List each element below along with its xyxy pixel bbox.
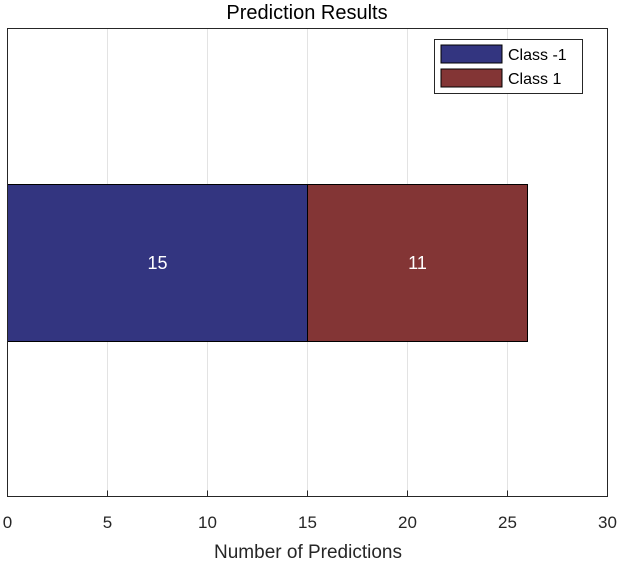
- legend: Class -1 Class 1: [434, 39, 583, 94]
- legend-swatch-0: [440, 44, 503, 64]
- x-tick-label-1: 5: [103, 513, 112, 532]
- legend-label-0: Class -1: [508, 47, 567, 64]
- x-axis-label: Number of Predictions: [214, 542, 402, 562]
- legend-label-1: Class 1: [508, 71, 561, 88]
- x-tick-label-0: 0: [3, 513, 12, 532]
- x-tick-label-5: 25: [498, 513, 517, 532]
- bar-value-label-class-neg1: 15: [147, 253, 167, 273]
- bars: 15 11: [7, 184, 528, 342]
- bar-value-label-class-1: 11: [408, 253, 427, 273]
- bar-class-1: [307, 184, 528, 342]
- legend-swatch-1: [440, 68, 503, 88]
- chart-title: Prediction Results: [226, 2, 387, 24]
- x-tick-label-6: 30: [598, 513, 617, 532]
- bar-class-neg1: [7, 184, 308, 342]
- x-tick-label-4: 20: [398, 513, 417, 532]
- x-ticks: 0 5 10 15 20 25 30: [3, 490, 617, 532]
- x-tick-label-3: 15: [298, 513, 317, 532]
- x-tick-label-2: 10: [198, 513, 217, 532]
